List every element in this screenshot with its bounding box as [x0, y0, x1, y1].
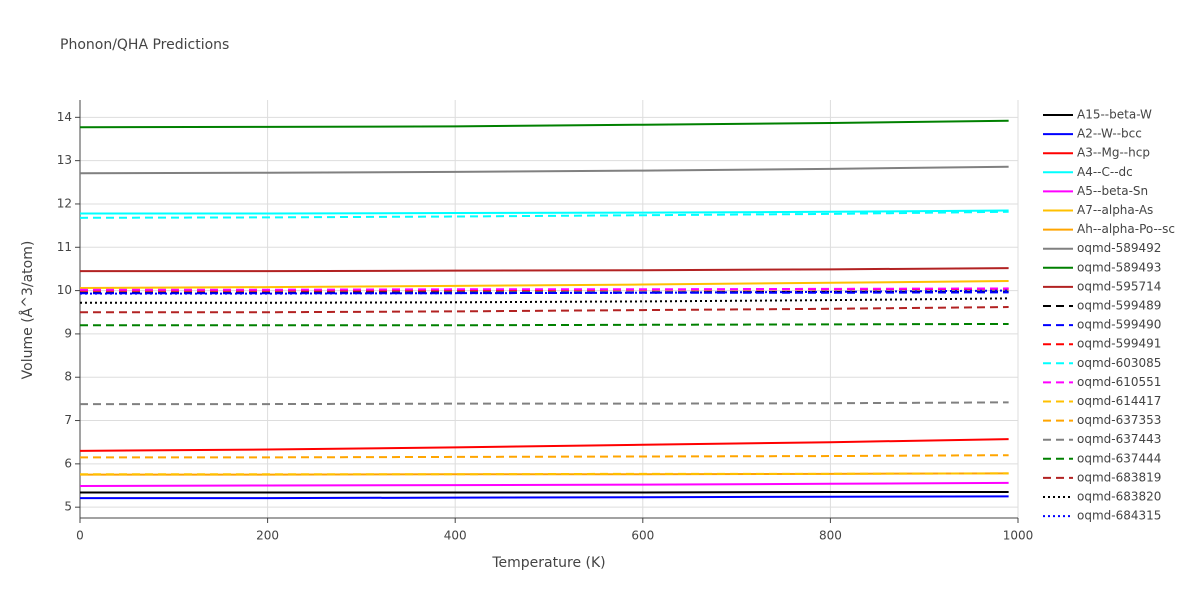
- legend-label[interactable]: A2--W--bcc: [1077, 127, 1142, 141]
- y-axis-label: Volume (Å^3/atom): [19, 241, 36, 380]
- x-tick-label: 1000: [1003, 529, 1034, 543]
- legend-label[interactable]: oqmd-599490: [1077, 318, 1161, 332]
- y-tick-label: 11: [57, 240, 72, 254]
- legend-label[interactable]: oqmd-684315: [1077, 509, 1161, 523]
- legend-label[interactable]: oqmd-637443: [1077, 432, 1161, 446]
- legend-label[interactable]: oqmd-637444: [1077, 451, 1161, 465]
- y-tick-label: 8: [64, 370, 72, 384]
- legend-label[interactable]: A5--beta-Sn: [1077, 184, 1148, 198]
- y-tick-label: 14: [57, 110, 72, 124]
- series-line: [80, 268, 1009, 271]
- y-tick-label: 6: [64, 456, 72, 470]
- legend-label[interactable]: A4--C--dc: [1077, 165, 1133, 179]
- series-line: [80, 496, 1009, 498]
- series-line: [80, 473, 1009, 474]
- x-tick-label: 600: [631, 529, 654, 543]
- legend-label[interactable]: A7--alpha-As: [1077, 203, 1153, 217]
- series-line: [80, 121, 1009, 127]
- legend-label[interactable]: oqmd-589492: [1077, 241, 1161, 255]
- y-tick-label: 5: [64, 500, 72, 514]
- legend-label[interactable]: Ah--alpha-Po--sc: [1077, 222, 1175, 236]
- legend: A15--beta-W A2--W--bcc A3--Mg--hcp A4--C--d…: [1043, 108, 1175, 523]
- grid: 0 200 400 600 800 1000 5 6 7 8 9 10 11 12 13 14: [57, 100, 1034, 543]
- series-line: [80, 281, 1009, 288]
- legend-label[interactable]: oqmd-595714: [1077, 279, 1161, 293]
- series-line: [80, 298, 1009, 302]
- legend-label[interactable]: oqmd-589493: [1077, 260, 1161, 274]
- legend-label[interactable]: oqmd-683819: [1077, 470, 1161, 484]
- x-axis-label: Temperature (K): [491, 555, 605, 571]
- series-line: [80, 288, 1009, 289]
- series-line: [80, 292, 1009, 293]
- y-tick-label: 10: [57, 283, 72, 297]
- legend-label[interactable]: oqmd-599491: [1077, 337, 1161, 351]
- legend-label[interactable]: oqmd-603085: [1077, 356, 1161, 370]
- series-line: [80, 167, 1009, 173]
- y-tick-label: 9: [64, 326, 72, 340]
- x-tick-label: 800: [819, 529, 842, 543]
- series-line: [80, 291, 1009, 292]
- plot-area: [80, 121, 1009, 498]
- legend-label[interactable]: oqmd-610551: [1077, 375, 1161, 389]
- series-line: [80, 439, 1009, 451]
- series-line: [80, 483, 1009, 486]
- series-line: [80, 455, 1009, 457]
- series-line: [80, 324, 1009, 325]
- y-tick-label: 12: [57, 196, 72, 210]
- legend-label[interactable]: A15--beta-W: [1077, 108, 1152, 122]
- x-tick-label: 200: [256, 529, 279, 543]
- legend-label[interactable]: A3--Mg--hcp: [1077, 146, 1150, 160]
- legend-label[interactable]: oqmd-614417: [1077, 394, 1161, 408]
- legend-label[interactable]: oqmd-637353: [1077, 413, 1161, 427]
- series-line: [80, 307, 1009, 312]
- series-line: [80, 402, 1009, 404]
- y-tick-label: 7: [64, 413, 72, 427]
- series-line: [80, 210, 1009, 213]
- chart-title: Phonon/QHA Predictions: [60, 37, 229, 53]
- legend-label[interactable]: oqmd-683820: [1077, 490, 1161, 504]
- x-tick-label: 400: [444, 529, 467, 543]
- legend-label[interactable]: oqmd-599489: [1077, 299, 1161, 313]
- x-tick-label: 0: [76, 529, 84, 543]
- y-tick-label: 13: [57, 153, 72, 167]
